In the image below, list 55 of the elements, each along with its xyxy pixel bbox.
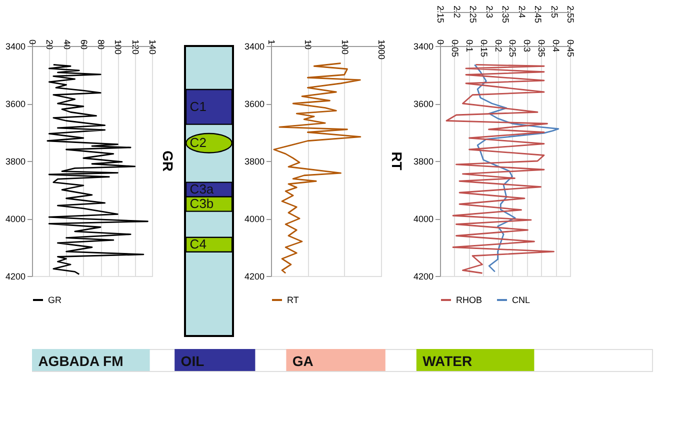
legend-label: RT <box>287 295 300 305</box>
y-tick-label: 3600 <box>413 99 434 109</box>
x-tick-label: 0 <box>436 40 446 45</box>
x-tick-label: 1 <box>266 40 276 45</box>
category-label: C3b <box>190 196 214 212</box>
y-tick-label: 3800 <box>413 156 434 166</box>
y-tick-label: 3600 <box>244 99 264 109</box>
x-tick-label: 0.3 <box>522 40 532 52</box>
legend-label: RHOB <box>456 295 482 305</box>
x2-tick-label: 2.15 <box>436 6 446 24</box>
category-label: OIL <box>180 353 205 369</box>
x2-tick-label: 2.45 <box>533 6 543 24</box>
category-label: AGBADA FM <box>38 353 124 369</box>
x2-tick-label: 2.5 <box>549 6 560 18</box>
x-tick-label: 0 <box>28 40 38 45</box>
x-tick-label: 0.45 <box>566 40 576 58</box>
text: RT <box>389 152 405 171</box>
y-tick-label: 3800 <box>244 156 264 166</box>
x-tick-label: 0.15 <box>478 40 489 58</box>
text: GR <box>160 150 176 172</box>
y-tick-label: 4000 <box>413 214 434 224</box>
category-label: C2 <box>190 135 206 150</box>
category-label: C3a <box>190 182 214 197</box>
y-tick-label: 3400 <box>244 42 264 52</box>
x-tick-label: 140 <box>148 40 158 55</box>
x-tick-label: 0.4 <box>551 40 562 52</box>
category-label: WATER <box>422 353 472 369</box>
x-tick-label: 1000 <box>376 40 386 60</box>
x2-tick-label: 2.3 <box>484 6 494 18</box>
x-tick-label: 0.35 <box>536 40 547 58</box>
x2-tick-label: 2.2 <box>452 6 462 18</box>
category-label: C1 <box>190 98 206 114</box>
x-tick-label: 100 <box>113 40 124 55</box>
y-tick-label: 4200 <box>244 272 264 282</box>
x2-tick-label: 2.55 <box>566 6 576 24</box>
category-label: GA <box>292 353 314 369</box>
x2-tick-label: 2.4 <box>516 6 527 18</box>
x-tick-label: 0.05 <box>450 40 460 58</box>
y-tick-label: 3600 <box>5 99 26 109</box>
x-tick-label: 100 <box>340 40 350 55</box>
x-tick-label: 0.25 <box>508 40 518 58</box>
x-tick-label: 0.1 <box>464 40 474 52</box>
y-tick-label: 4000 <box>5 214 26 224</box>
legend-label: CNL <box>512 295 530 305</box>
y-tick-label: 4200 <box>413 272 434 282</box>
x2-tick-label: 2.35 <box>500 6 510 24</box>
y-tick-label: 4200 <box>5 272 26 282</box>
y-tick-label: 3400 <box>413 42 434 52</box>
x-tick-label: 0.2 <box>493 40 504 52</box>
y-tick-label: 4000 <box>244 214 264 224</box>
x2-tick-label: 2.25 <box>468 6 478 24</box>
legend-label: GR <box>48 295 62 305</box>
y-tick-label: 3800 <box>5 156 26 166</box>
y-tick-label: 3400 <box>5 42 26 52</box>
category-label: C4 <box>190 236 206 252</box>
